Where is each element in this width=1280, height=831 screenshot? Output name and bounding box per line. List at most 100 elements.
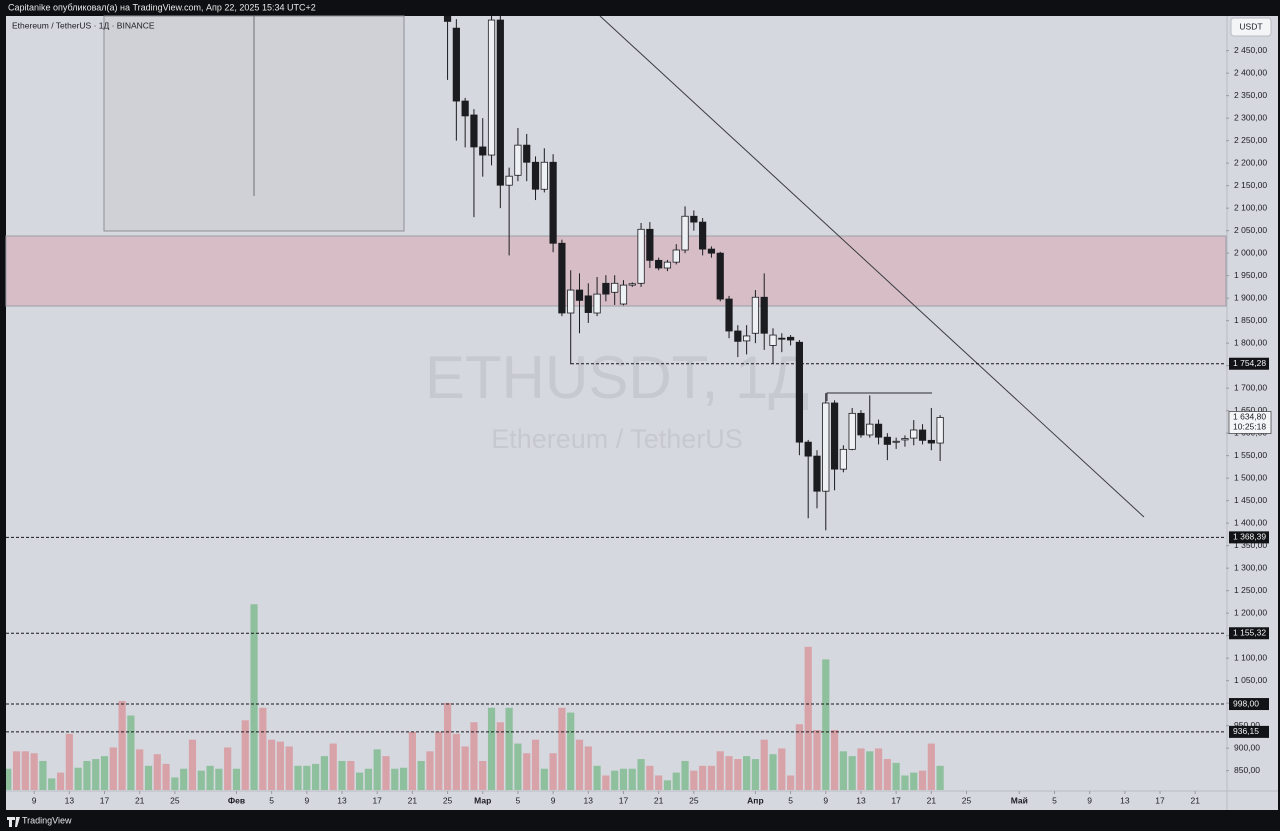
volume-bar <box>136 749 144 790</box>
y-tick-label: 1 350,00 <box>1234 540 1267 550</box>
currency-label[interactable]: USDT <box>1239 21 1262 31</box>
candle-body <box>646 228 654 261</box>
y-tick-label: 1 050,00 <box>1234 675 1267 685</box>
volume-bar <box>487 707 496 790</box>
volume-bar <box>312 763 320 790</box>
plot-pane <box>6 16 1226 790</box>
candle-body <box>769 334 777 346</box>
currency-button[interactable] <box>1230 17 1272 37</box>
volume-bar <box>127 715 135 790</box>
candle-body <box>514 144 522 176</box>
candle-body <box>936 417 944 444</box>
volume-bar <box>347 760 355 790</box>
candle-body <box>760 296 768 334</box>
volume-bar <box>567 712 575 790</box>
volume-bar <box>329 743 337 790</box>
footer-brand: TradingView <box>22 815 72 825</box>
price-line-label-box <box>1229 627 1269 640</box>
volume-bar <box>910 772 918 790</box>
candle-body <box>531 161 540 190</box>
price-line-label: 1 155,32 <box>1233 628 1266 638</box>
y-tick-label: 2 200,00 <box>1234 157 1267 167</box>
candle-body <box>839 448 847 470</box>
y-tick-label: 1 850,00 <box>1234 315 1267 325</box>
volume-bar <box>637 759 645 790</box>
x-tick-label: 21 <box>408 795 418 805</box>
volume-bar <box>144 765 153 790</box>
candle-body <box>699 221 707 250</box>
volume-bar <box>751 759 760 790</box>
price-line-label: 1 368,39 <box>1233 532 1266 542</box>
candle-body <box>611 282 619 293</box>
candle-body <box>575 289 584 301</box>
volume-bar <box>646 765 654 790</box>
watermark: ETHUSDT, 1Д <box>425 344 809 411</box>
volume-bar <box>100 756 109 790</box>
candle-body <box>584 295 592 313</box>
x-tick-label: 5 <box>788 795 793 805</box>
volume-bar <box>619 768 628 790</box>
volume-bar <box>118 700 126 790</box>
candle-body <box>461 100 469 117</box>
y-tick-label: 1 300,00 <box>1234 562 1267 572</box>
x-tick-label: 21 <box>135 795 145 805</box>
volume-bar <box>602 775 610 790</box>
y-tick-label: 1 700,00 <box>1234 382 1267 392</box>
volume-bar <box>672 772 680 790</box>
candle-body <box>910 429 918 439</box>
y-tick-label: 1 100,00 <box>1234 652 1267 662</box>
candle-body <box>786 336 795 341</box>
y-tick-label: 2 050,00 <box>1234 225 1267 235</box>
price-line-label: 1 754,28 <box>1233 358 1266 368</box>
volume-bar <box>320 756 329 790</box>
volume-bar <box>830 730 839 790</box>
candle-body <box>681 215 689 251</box>
volume-bar <box>426 751 434 790</box>
x-tick-label: 25 <box>443 795 453 805</box>
volume-bar <box>180 768 188 790</box>
candle-body <box>707 248 716 254</box>
volume-bar <box>285 746 293 790</box>
volume-bar <box>778 748 786 790</box>
x-tick-label: 5 <box>269 795 274 805</box>
volume-bar <box>611 770 619 790</box>
volume-bar <box>743 756 751 790</box>
x-tick-label: 13 <box>65 795 75 805</box>
volume-bar <box>268 739 276 790</box>
volume-bar <box>153 754 161 790</box>
volume-bar <box>92 759 100 790</box>
volume-bar <box>294 765 302 790</box>
candle-body <box>496 19 504 186</box>
candle-body <box>813 455 821 492</box>
x-tick-label: 25 <box>962 795 972 805</box>
watermark-subtitle: Ethereum / TetherUS <box>491 424 743 454</box>
volume-bar <box>171 777 179 790</box>
y-tick-label: 1 400,00 <box>1234 517 1267 527</box>
candle-body <box>558 242 566 314</box>
volume-bar <box>391 768 399 790</box>
y-tick-label: 1 250,00 <box>1234 585 1267 595</box>
x-tick-label: Мар <box>474 795 491 805</box>
volume-bar <box>804 646 812 790</box>
volume-bar <box>575 739 584 790</box>
volume-bar <box>795 724 803 790</box>
last-price-box <box>1228 411 1272 434</box>
volume-bar <box>883 759 891 790</box>
x-tick-label: 17 <box>372 795 382 805</box>
volume-bar <box>927 743 935 790</box>
volume-bar <box>593 765 601 790</box>
x-tick-label: 13 <box>856 795 866 805</box>
candle-body <box>505 175 513 186</box>
x-tick-label: 9 <box>32 795 37 805</box>
candle-body <box>795 341 803 443</box>
footer-logo <box>7 817 20 827</box>
y-tick-label: 2 350,00 <box>1234 90 1267 100</box>
trend-line <box>599 15 1145 518</box>
volume-bar <box>470 722 478 790</box>
price-line-label-box <box>1229 357 1269 370</box>
price-line-label: 936,15 <box>1233 726 1259 736</box>
candle-body <box>663 261 672 269</box>
candle-body <box>901 438 909 441</box>
volume-bar <box>549 753 557 790</box>
x-tick-label: 17 <box>891 795 901 805</box>
